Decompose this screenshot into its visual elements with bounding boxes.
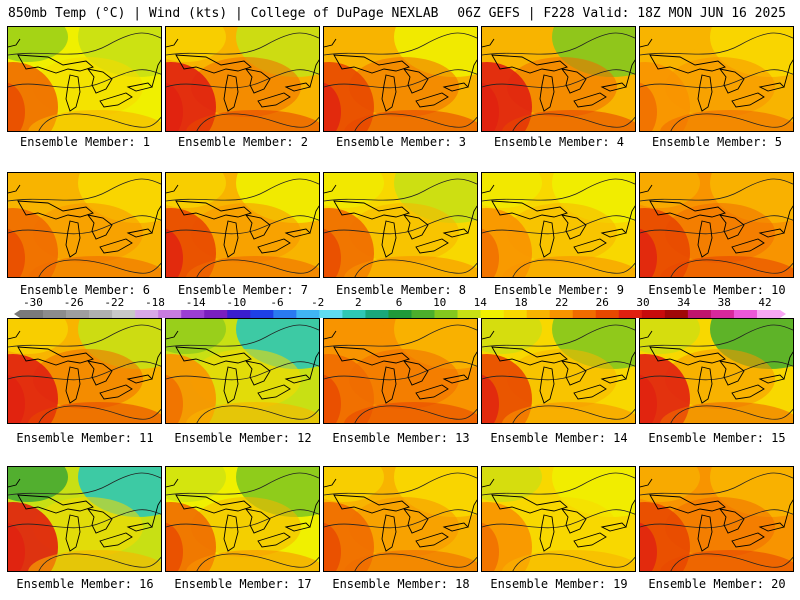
colorbar-tick-label: 30 xyxy=(636,296,650,309)
colorbar-swatch xyxy=(365,310,389,318)
colorbar-swatch xyxy=(89,310,113,318)
ensemble-member-label: Ensemble Member: 5 xyxy=(651,135,783,149)
colorbar-tick-label: -6 xyxy=(270,296,284,309)
ensemble-member-map xyxy=(323,172,478,278)
colorbar-swatch xyxy=(733,310,758,318)
ensemble-member-label: Ensemble Member: 11 xyxy=(16,431,154,445)
ensemble-member-label: Ensemble Member: 6 xyxy=(19,283,151,297)
colorbar-swatch xyxy=(273,310,297,318)
colorbar-swatch xyxy=(756,310,781,318)
colorbar-swatch xyxy=(457,310,481,318)
ensemble-member-label: Ensemble Member: 13 xyxy=(332,431,470,445)
colorbar-swatch xyxy=(296,310,320,318)
colorbar-tick-label: 26 xyxy=(595,296,609,309)
colorbar-tick-label: 14 xyxy=(473,296,487,309)
ensemble-member-label: Ensemble Member: 9 xyxy=(493,283,625,297)
colorbar-tick-label: 10 xyxy=(433,296,447,309)
colorbar-swatch xyxy=(618,310,643,318)
colorbar-swatch xyxy=(43,310,67,318)
ensemble-member-label: Ensemble Member: 2 xyxy=(177,135,309,149)
colorbar-swatch xyxy=(526,310,550,318)
colorbar-tick-label: -10 xyxy=(226,296,247,309)
colorbar-tick-label: 38 xyxy=(717,296,731,309)
colorbar-swatch xyxy=(20,310,44,318)
colorbar-tick-label: 2 xyxy=(354,296,362,309)
colorbar-tick-label: 34 xyxy=(677,296,691,309)
colorbar-swatch xyxy=(549,310,574,318)
colorbar-swatch xyxy=(411,310,435,318)
ensemble-member-label: Ensemble Member: 19 xyxy=(490,577,628,591)
ensemble-member-label: Ensemble Member: 18 xyxy=(332,577,470,591)
colorbar-swatch xyxy=(480,310,504,318)
colorbar-swatch xyxy=(158,310,182,318)
ensemble-member-map xyxy=(481,26,636,132)
ensemble-member-label: Ensemble Member: 8 xyxy=(335,283,467,297)
colorbar-tick-label: 18 xyxy=(514,296,528,309)
colorbar-swatch xyxy=(181,310,205,318)
ensemble-member-map xyxy=(7,466,162,572)
ensemble-member-map xyxy=(165,26,320,132)
ensemble-member-map xyxy=(7,318,162,424)
ensemble-member-map xyxy=(481,466,636,572)
colorbar-tick-label: -2 xyxy=(311,296,325,309)
colorbar-tick-label: -30 xyxy=(23,296,43,309)
ensemble-member-map xyxy=(7,26,162,132)
ensemble-member-map xyxy=(165,466,320,572)
ensemble-member-map xyxy=(323,466,478,572)
colorbar-swatch xyxy=(250,310,274,318)
ensemble-member-map xyxy=(481,318,636,424)
colorbar-swatch xyxy=(112,310,136,318)
ensemble-member-label: Ensemble Member: 1 xyxy=(19,135,151,149)
colorbar-swatch xyxy=(664,310,689,318)
colorbar-swatch xyxy=(204,310,228,318)
ensemble-member-map xyxy=(639,318,794,424)
colorbar-swatch xyxy=(135,310,159,318)
colorbar-swatch xyxy=(641,310,666,318)
colorbar-tick-label: 42 xyxy=(758,296,772,309)
ensemble-member-label: Ensemble Member: 10 xyxy=(648,283,786,297)
run-valid-time: 06Z GEFS | F228 Valid: 18Z MON JUN 16 20… xyxy=(457,6,786,21)
temperature-colorbar xyxy=(14,310,786,318)
ensemble-member-map xyxy=(639,466,794,572)
ensemble-member-label: Ensemble Member: 14 xyxy=(490,431,628,445)
ensemble-member-label: Ensemble Member: 17 xyxy=(174,577,312,591)
ensemble-member-map xyxy=(639,26,794,132)
colorbar-tick-label: -22 xyxy=(104,296,125,309)
colorbar-tick-label: 6 xyxy=(395,296,403,309)
ensemble-member-map xyxy=(165,172,320,278)
ensemble-member-map xyxy=(323,318,478,424)
ensemble-member-label: Ensemble Member: 20 xyxy=(648,577,786,591)
ensemble-member-map xyxy=(323,26,478,132)
colorbar-swatch xyxy=(434,310,458,318)
colorbar-tick-label: -14 xyxy=(185,296,206,309)
ensemble-member-map xyxy=(639,172,794,278)
ensemble-member-label: Ensemble Member: 12 xyxy=(174,431,312,445)
colorbar-swatch xyxy=(687,310,712,318)
colorbar-min-arrow xyxy=(14,310,20,318)
ensemble-member-label: Ensemble Member: 15 xyxy=(648,431,786,445)
ensemble-member-label: Ensemble Member: 4 xyxy=(493,135,625,149)
colorbar-swatch xyxy=(388,310,412,318)
ensemble-member-label: Ensemble Member: 16 xyxy=(16,577,154,591)
colorbar-swatch xyxy=(342,310,366,318)
colorbar-swatch xyxy=(595,310,620,318)
colorbar-tick-label: -26 xyxy=(63,296,84,309)
colorbar-tick-label: -18 xyxy=(145,296,165,309)
colorbar-max-arrow xyxy=(780,310,786,318)
ensemble-member-map xyxy=(481,172,636,278)
colorbar-swatch xyxy=(572,310,597,318)
colorbar-swatch xyxy=(503,310,527,318)
ensemble-member-map xyxy=(165,318,320,424)
colorbar-swatch xyxy=(710,310,735,318)
colorbar-tick-label: 22 xyxy=(555,296,569,309)
map-title: 850mb Temp (°C) | Wind (kts) | College o… xyxy=(8,6,439,21)
colorbar-swatch xyxy=(66,310,90,318)
colorbar-swatch xyxy=(319,310,343,318)
ensemble-member-label: Ensemble Member: 7 xyxy=(177,283,309,297)
colorbar-swatch xyxy=(227,310,251,318)
ensemble-member-map xyxy=(7,172,162,278)
ensemble-member-label: Ensemble Member: 3 xyxy=(335,135,467,149)
